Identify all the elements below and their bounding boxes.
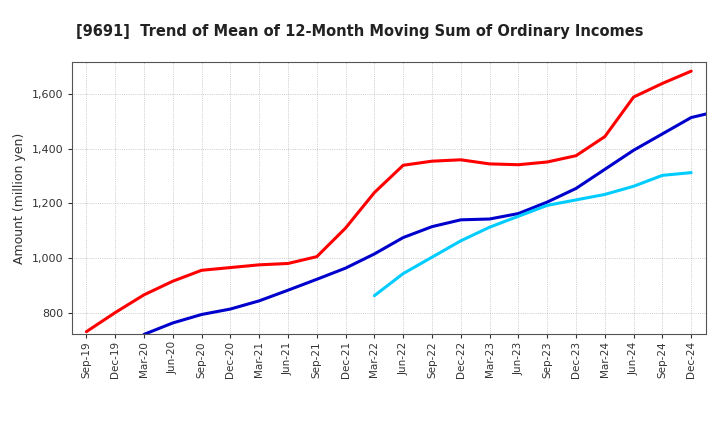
- Y-axis label: Amount (million yen): Amount (million yen): [13, 132, 26, 264]
- Text: [9691]  Trend of Mean of 12-Month Moving Sum of Ordinary Incomes: [9691] Trend of Mean of 12-Month Moving …: [76, 24, 644, 39]
